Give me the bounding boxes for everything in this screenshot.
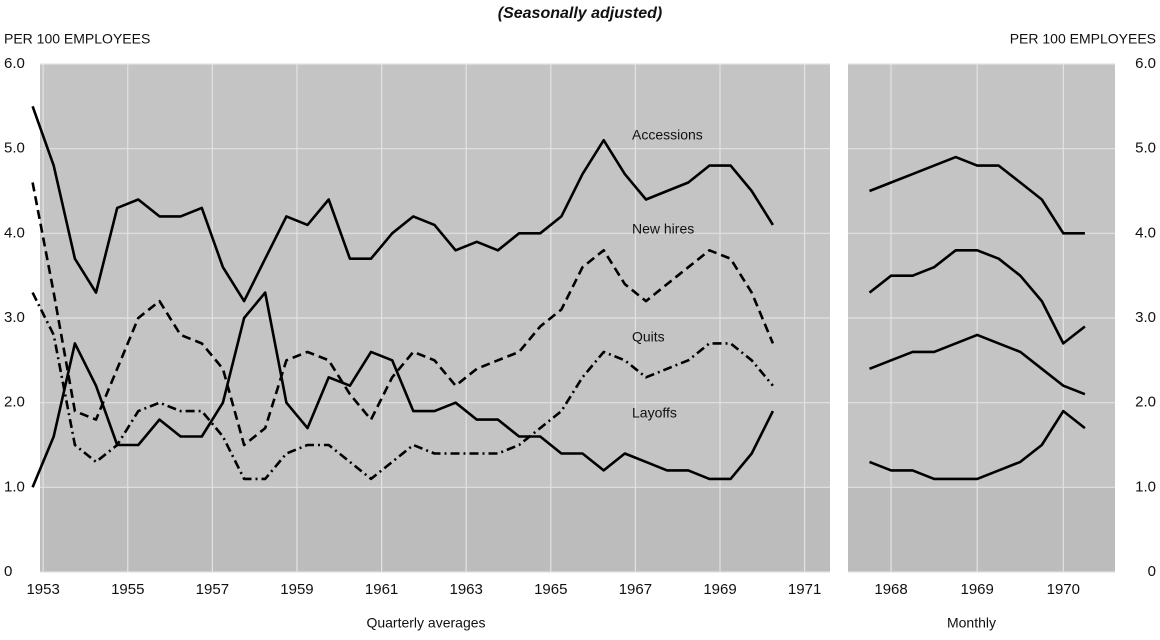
plot-background-band	[848, 487, 1115, 572]
x-tick-label: 1965	[534, 581, 567, 598]
y-tick-label: 3.0	[4, 309, 25, 326]
series-line	[31, 291, 775, 488]
x-tick-label: 1969	[961, 581, 994, 598]
x-axis-label: Monthly	[947, 615, 996, 631]
x-tick-label: 1967	[619, 581, 652, 598]
y-tick-label: 3.0	[1135, 309, 1156, 326]
x-tick-label: 1957	[196, 581, 229, 598]
x-tick-label: 1970	[1047, 581, 1080, 598]
x-axis-label: Quarterly averages	[366, 615, 485, 631]
x-tick-label: 1955	[111, 581, 144, 598]
series-line	[31, 292, 774, 481]
series-label: Accessions	[632, 127, 703, 143]
x-tick-label: 1968	[874, 581, 907, 598]
x-tick-label: 1953	[26, 581, 59, 598]
chart-title: (Seasonally adjusted)	[498, 5, 663, 22]
y-tick-label: 0	[4, 563, 12, 580]
y-tick-label: 5.0	[1135, 140, 1156, 157]
y-tick-label: 0	[1148, 563, 1156, 580]
series-label: Layoffs	[632, 405, 677, 421]
y-axis-label: PER 100 EMPLOYEES	[4, 31, 150, 47]
series-line	[31, 182, 775, 447]
series-line	[869, 333, 1086, 396]
y-tick-label: 1.0	[1135, 478, 1156, 495]
x-tick-label: 1963	[450, 581, 483, 598]
y-axis-label: PER 100 EMPLOYEES	[1010, 31, 1156, 47]
plot-background-band	[40, 487, 830, 572]
y-tick-label: 5.0	[4, 140, 25, 157]
y-tick-label: 6.0	[1135, 55, 1156, 72]
series-line	[31, 105, 775, 303]
x-tick-label: 1971	[788, 581, 821, 598]
x-tick-label: 1969	[703, 581, 736, 598]
series-line	[868, 249, 1086, 345]
y-tick-label: 1.0	[4, 478, 25, 495]
x-tick-label: 1959	[280, 581, 313, 598]
x-tick-label: 1961	[365, 581, 398, 598]
y-tick-label: 4.0	[1135, 224, 1156, 241]
series-line	[869, 409, 1086, 481]
y-tick-label: 4.0	[4, 224, 25, 241]
y-tick-label: 2.0	[1135, 394, 1156, 411]
y-tick-label: 2.0	[4, 394, 25, 411]
series-label: Quits	[632, 329, 665, 345]
series-label: New hires	[632, 221, 694, 237]
series-line	[869, 155, 1085, 235]
y-tick-label: 6.0	[4, 55, 25, 72]
